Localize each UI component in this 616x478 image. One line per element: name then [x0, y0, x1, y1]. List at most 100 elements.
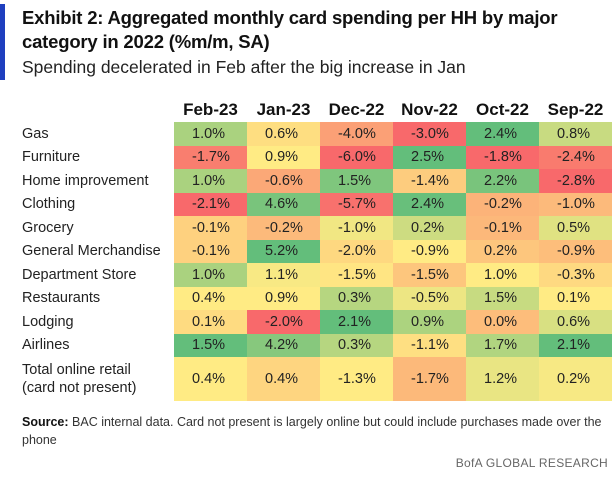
- column-header: Nov-22: [401, 100, 458, 119]
- heatmap-cell: -0.6%: [247, 169, 320, 193]
- column-header: Dec-22: [328, 100, 385, 119]
- table-row: Grocery -0.1% -0.2% -1.0% 0.2% -0.1% 0.5%: [16, 216, 612, 240]
- table-row: Furniture -1.7% 0.9% -6.0% 2.5% -1.8% -2.4%: [16, 145, 612, 169]
- header-row: Feb-23 Jan-23 Dec-22 Nov-22 Oct-22 Sep-22: [16, 98, 612, 122]
- table-row: Restaurants 0.4% 0.9% 0.3% -0.5% 1.5% 0.1%: [16, 286, 612, 310]
- heatmap-cell: 4.6%: [247, 192, 320, 216]
- heatmap-cell: 1.5%: [320, 169, 393, 193]
- heatmap-cell: 1.0%: [174, 122, 247, 146]
- heatmap-cell: -2.1%: [174, 192, 247, 216]
- table-row: Home improvement 1.0% -0.6% 1.5% -1.4% 2.2% -2…: [16, 169, 612, 193]
- heatmap-cell: -2.0%: [320, 239, 393, 263]
- heatmap-cell: 0.1%: [539, 286, 612, 310]
- heatmap-cell: 0.9%: [247, 286, 320, 310]
- source-text: BAC internal data. Card not present is l…: [22, 415, 602, 447]
- heatmap-cell: 0.2%: [539, 357, 612, 401]
- heatmap-cell: -1.3%: [320, 357, 393, 401]
- heatmap-cell: -1.1%: [393, 333, 466, 357]
- row-label: Clothing: [22, 196, 76, 213]
- source-note: Source: BAC internal data. Card not pres…: [22, 413, 607, 449]
- heatmap-cell: 0.1%: [174, 310, 247, 334]
- column-header: Jan-23: [256, 100, 311, 119]
- heatmap-cell: 1.0%: [174, 169, 247, 193]
- row-label: General Merchandise: [22, 243, 161, 260]
- row-label: Restaurants: [22, 290, 101, 307]
- heatmap-cell: -0.2%: [247, 216, 320, 240]
- heatmap-cell: 1.5%: [174, 333, 247, 357]
- chart-title: Exhibit 2: Aggregated monthly card spend…: [22, 7, 558, 52]
- table-row: General Merchandise -0.1% 5.2% -2.0% -0.9% 0.…: [16, 239, 612, 263]
- heatmap-cell: -0.9%: [539, 239, 612, 263]
- heatmap-cell: 0.8%: [539, 122, 612, 146]
- table-row: Department Store 1.0% 1.1% -1.5% -1.5% 1.0% -0…: [16, 263, 612, 287]
- table-row: Total online retail (card not present) 0.…: [16, 357, 612, 401]
- heatmap-cell: -1.4%: [393, 169, 466, 193]
- heatmap-cell: 2.4%: [466, 122, 539, 146]
- heatmap-cell: -1.0%: [539, 192, 612, 216]
- source-label: Source:: [22, 415, 69, 429]
- heatmap-body: Gas 1.0% 0.6% -4.0% -3.0% 2.4% 0.8% Furniture -1…: [16, 122, 612, 401]
- row-label: Lodging: [22, 313, 74, 330]
- heatmap-cell: -1.8%: [466, 145, 539, 169]
- heatmap-cell: -2.0%: [247, 310, 320, 334]
- table-row: Gas 1.0% 0.6% -4.0% -3.0% 2.4% 0.8%: [16, 122, 612, 146]
- heatmap-cell: -1.7%: [393, 357, 466, 401]
- row-label: Home improvement: [22, 172, 149, 189]
- heatmap-cell: -5.7%: [320, 192, 393, 216]
- heatmap-cell: -1.5%: [320, 263, 393, 287]
- heatmap-cell: 1.0%: [466, 263, 539, 287]
- heatmap-cell: -4.0%: [320, 122, 393, 146]
- heatmap-cell: -0.5%: [393, 286, 466, 310]
- table-row: Clothing -2.1% 4.6% -5.7% 2.4% -0.2% -1.0%: [16, 192, 612, 216]
- heatmap-cell: 4.2%: [247, 333, 320, 357]
- heatmap-table: Feb-23 Jan-23 Dec-22 Nov-22 Oct-22 Sep-22 Gas…: [16, 98, 612, 401]
- column-header: Sep-22: [547, 100, 604, 119]
- heatmap-cell: -0.1%: [174, 239, 247, 263]
- heatmap-cell: 2.1%: [539, 333, 612, 357]
- heatmap-cell: 2.5%: [393, 145, 466, 169]
- heatmap-cell: 1.0%: [174, 263, 247, 287]
- credit-label: BofA GLOBAL RESEARCH: [455, 456, 608, 470]
- heatmap-cell: -3.0%: [393, 122, 466, 146]
- row-label: Total online retail (card not present): [22, 362, 137, 396]
- heatmap-cell: -1.5%: [393, 263, 466, 287]
- heatmap-cell: -2.4%: [539, 145, 612, 169]
- column-header: Feb-23: [183, 100, 238, 119]
- heatmap-cell: 0.4%: [174, 286, 247, 310]
- heatmap-cell: 0.4%: [174, 357, 247, 401]
- heatmap-cell: -0.1%: [466, 216, 539, 240]
- heatmap-cell: 1.7%: [466, 333, 539, 357]
- heatmap-cell: 0.9%: [393, 310, 466, 334]
- heatmap-cell: -0.9%: [393, 239, 466, 263]
- chart-subtitle: Spending decelerated in Feb after the bi…: [22, 57, 466, 77]
- heatmap-cell: -1.0%: [320, 216, 393, 240]
- heatmap-cell: 0.2%: [393, 216, 466, 240]
- heatmap-cell: -0.2%: [466, 192, 539, 216]
- heatmap-cell: -0.3%: [539, 263, 612, 287]
- heatmap-cell: -1.7%: [174, 145, 247, 169]
- heatmap-cell: 1.2%: [466, 357, 539, 401]
- heatmap-cell: 0.2%: [466, 239, 539, 263]
- row-label: Grocery: [22, 219, 74, 236]
- heatmap-cell: 0.3%: [320, 286, 393, 310]
- heatmap-cell: 0.6%: [247, 122, 320, 146]
- corner-cell: [16, 98, 174, 122]
- heatmap-cell: 2.1%: [320, 310, 393, 334]
- heatmap-cell: 0.9%: [247, 145, 320, 169]
- row-label: Department Store: [22, 266, 137, 283]
- heatmap-cell: 0.4%: [247, 357, 320, 401]
- heatmap-cell: 0.0%: [466, 310, 539, 334]
- heatmap-cell: 0.3%: [320, 333, 393, 357]
- heatmap-cell: 2.4%: [393, 192, 466, 216]
- table-row: Lodging 0.1% -2.0% 2.1% 0.9% 0.0% 0.6%: [16, 310, 612, 334]
- row-label: Gas: [22, 125, 49, 142]
- column-header: Oct-22: [476, 100, 529, 119]
- heatmap-cell: -0.1%: [174, 216, 247, 240]
- row-label: Furniture: [22, 149, 81, 166]
- table-row: Airlines 1.5% 4.2% 0.3% -1.1% 1.7% 2.1%: [16, 333, 612, 357]
- heatmap-cell: -2.8%: [539, 169, 612, 193]
- row-label: Airlines: [22, 337, 70, 354]
- heatmap-cell: 5.2%: [247, 239, 320, 263]
- accent-bar: [0, 4, 5, 80]
- heatmap-cell: 1.1%: [247, 263, 320, 287]
